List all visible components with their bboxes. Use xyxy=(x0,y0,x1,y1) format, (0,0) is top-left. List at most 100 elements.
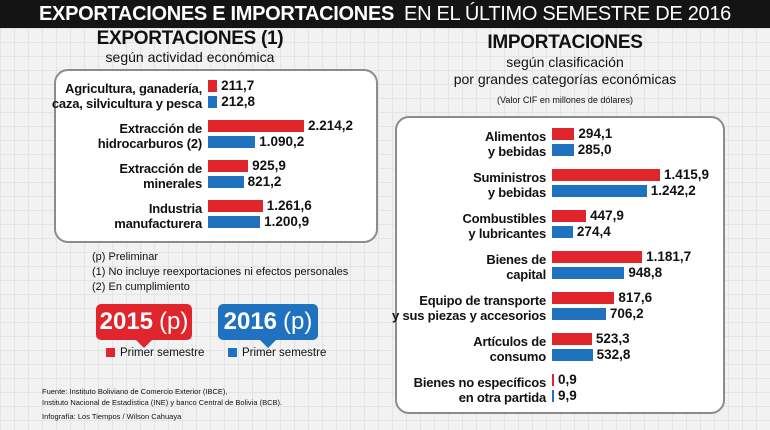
title-bar: EXPORTACIONES E IMPORTACIONES EN EL ÚLTI… xyxy=(0,0,770,28)
page-title-rest: EN EL ÚLTIMO SEMESTRE DE 2016 xyxy=(404,2,731,25)
category-label-line: Equipo de transporte xyxy=(419,293,546,308)
badge-2016: 2016 (p) xyxy=(218,304,318,340)
category-label-line: Suministros xyxy=(473,170,546,185)
category-label: Extracción de minerales xyxy=(42,161,202,191)
category-label-line: Artículos de xyxy=(473,334,546,349)
bar-2016 xyxy=(208,96,218,108)
imports-panel xyxy=(395,116,725,414)
bar-2015 xyxy=(552,374,554,386)
imports-heading: IMPORTACIONES xyxy=(487,32,643,53)
value-label: 817,6 xyxy=(618,290,653,305)
value-label: 212,8 xyxy=(221,94,256,109)
value-label: 1.242,2 xyxy=(650,183,696,198)
category-label-line: manufacturera xyxy=(114,216,202,231)
value-label: 1.415,9 xyxy=(664,167,710,182)
legend-2016-swatch xyxy=(228,348,237,358)
notes: (p) Preliminar (1) No incluye reexportac… xyxy=(92,250,372,295)
category-label: Industria manufacturera xyxy=(42,201,202,231)
bar-2016 xyxy=(208,136,256,148)
legend-2016-label: Primer semestre xyxy=(242,347,327,359)
legend-2015: Primer semestre xyxy=(106,347,204,359)
value-label: 532,8 xyxy=(596,347,631,362)
bar-2015 xyxy=(208,120,304,132)
category-label: Suministros y bebidas xyxy=(376,170,546,200)
bar-2015 xyxy=(552,128,575,140)
bar-2016 xyxy=(552,226,573,238)
category-label-line: y bebidas xyxy=(487,185,546,200)
bar-2015 xyxy=(208,200,263,212)
sources: Fuente: Instituto Boliviano de Comercio … xyxy=(42,386,372,422)
bar-2016 xyxy=(552,185,647,197)
value-label: 274,4 xyxy=(576,224,611,239)
page-title: EXPORTACIONES E IMPORTACIONES xyxy=(38,2,395,25)
legend-2015-label: Primer semestre xyxy=(120,347,205,359)
value-label: 294,1 xyxy=(578,126,613,141)
bar-2015 xyxy=(552,210,587,222)
imports-note: (Valor CIF en millones de dólares) xyxy=(497,95,633,105)
bar-2016 xyxy=(552,267,625,279)
note-reexportaciones: (1) No incluye reexportaciones ni efecto… xyxy=(92,266,349,278)
bar-2015 xyxy=(208,160,249,172)
category-label-line: en otra partida xyxy=(458,390,546,405)
category-label-line: Extracción de xyxy=(119,121,202,136)
value-label: 0,9 xyxy=(558,372,577,387)
category-label-line: consumo xyxy=(489,349,547,364)
badge-2016-p: (p) xyxy=(283,308,313,335)
category-label-line: Bienes no específicos xyxy=(413,375,547,390)
category-label-line: hidrocarburos (2) xyxy=(97,136,202,151)
bar-2015 xyxy=(552,169,660,181)
bar-2016 xyxy=(552,144,574,156)
bar-2016 xyxy=(208,176,244,188)
value-label: 1.261,6 xyxy=(266,198,312,213)
category-label-line: Combustibles xyxy=(462,211,546,226)
category-label: Combustibles y lubricantes xyxy=(376,211,546,241)
value-label: 948,8 xyxy=(628,265,663,280)
bar-2016 xyxy=(552,390,554,402)
value-label: 1.181,7 xyxy=(646,249,692,264)
imports-subheading-1: según clasificación xyxy=(506,54,624,70)
value-label: 523,3 xyxy=(595,331,630,346)
category-label-line: Agricultura, ganadería, xyxy=(65,81,202,96)
badge-2015-year: 2015 xyxy=(99,308,154,335)
badge-2015-p: (p) xyxy=(159,308,189,335)
badge-2015: 2015 (p) xyxy=(96,304,192,340)
category-label: Artículos de consumo xyxy=(376,334,546,364)
category-label-line: caza, silvicultura y pesca xyxy=(51,96,202,111)
bar-2015 xyxy=(208,80,218,92)
value-label: 211,7 xyxy=(221,78,255,93)
value-label: 925,9 xyxy=(252,158,286,173)
value-label: 2.214,2 xyxy=(308,118,354,133)
category-label-line: minerales xyxy=(143,176,202,191)
category-label: Bienes de capital xyxy=(376,252,546,282)
category-label-line: y lubricantes xyxy=(468,226,546,241)
note-preliminar: (p) Preliminar xyxy=(92,251,159,263)
category-label-line: Extracción de xyxy=(119,161,202,176)
bar-2015 xyxy=(552,333,592,345)
category-label-line: Bienes de xyxy=(486,252,546,267)
bar-2015 xyxy=(552,292,615,304)
value-label: 9,9 xyxy=(558,388,577,403)
source-line-1: Fuente: Instituto Boliviano de Comercio … xyxy=(42,387,228,396)
source-line-2: Instituto Nacional de Estadística (INE) … xyxy=(42,398,283,407)
credit-line: Infografía: Los Tiempos / Wilson Cahuaya xyxy=(42,412,182,421)
bar-2016 xyxy=(552,308,606,320)
value-label: 285,0 xyxy=(577,142,612,157)
legend-2016: Primer semestre xyxy=(228,347,326,359)
note-cumplimiento: (2) En cumplimiento xyxy=(92,281,190,293)
value-label: 1.200,9 xyxy=(264,214,310,229)
category-label-line: Alimentos xyxy=(484,129,546,144)
badge-2015-pointer xyxy=(136,340,152,348)
exports-heading: EXPORTACIONES (1) xyxy=(96,28,284,49)
category-label-line: y bebidas xyxy=(487,144,546,159)
value-label: 821,2 xyxy=(247,174,282,189)
value-label: 706,2 xyxy=(609,306,644,321)
category-label: Alimentos y bebidas xyxy=(376,129,546,159)
category-label-line: capital xyxy=(506,267,546,282)
category-label-line: y sus piezas y accesorios xyxy=(392,308,546,323)
value-label: 447,9 xyxy=(590,208,624,223)
bar-2016 xyxy=(208,216,261,228)
exports-subheading: según actividad económica xyxy=(105,49,275,65)
category-label: Bienes no específicos en otra partida xyxy=(376,375,547,405)
